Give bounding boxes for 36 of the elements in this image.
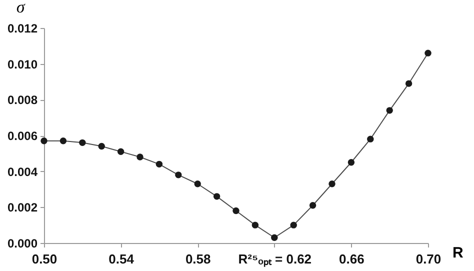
y-axis-title: σ — [16, 0, 26, 16]
point — [98, 142, 105, 150]
point — [424, 50, 432, 56]
y-tick-label: 0.000 — [7, 236, 38, 250]
point — [60, 138, 67, 144]
x-axis-title: R — [452, 244, 464, 262]
y-tick-label: 0.012 — [7, 22, 38, 36]
y-tick-label: 0.010 — [7, 57, 38, 72]
point — [117, 148, 124, 155]
point — [232, 207, 240, 214]
point — [348, 159, 355, 166]
x-tick-label: 0.66 — [339, 252, 364, 266]
point — [252, 222, 259, 228]
y-tick-label: 0.008 — [7, 93, 38, 108]
point — [79, 139, 86, 146]
point — [271, 234, 278, 241]
y-tick-label: 0.004 — [7, 164, 38, 179]
point — [309, 202, 316, 209]
x-tick-label: 0.50 — [32, 252, 58, 266]
point — [386, 107, 393, 114]
x-tick-label: 0.54 — [108, 252, 135, 266]
point — [136, 154, 144, 160]
point — [213, 193, 220, 200]
point — [405, 80, 412, 87]
point — [328, 180, 336, 188]
x-tick-label: R²⁵ₒₚₜ = 0.62 — [238, 252, 312, 268]
x-tick-label: 0.70 — [416, 252, 442, 266]
point — [290, 222, 297, 228]
point — [367, 136, 374, 142]
point — [156, 160, 163, 168]
y-tick-label: 0.006 — [7, 129, 38, 143]
point — [40, 138, 48, 144]
point — [194, 180, 201, 188]
y-tick-label: 0.002 — [7, 200, 38, 215]
point — [175, 172, 182, 178]
x-tick-label: 0.58 — [185, 252, 211, 266]
